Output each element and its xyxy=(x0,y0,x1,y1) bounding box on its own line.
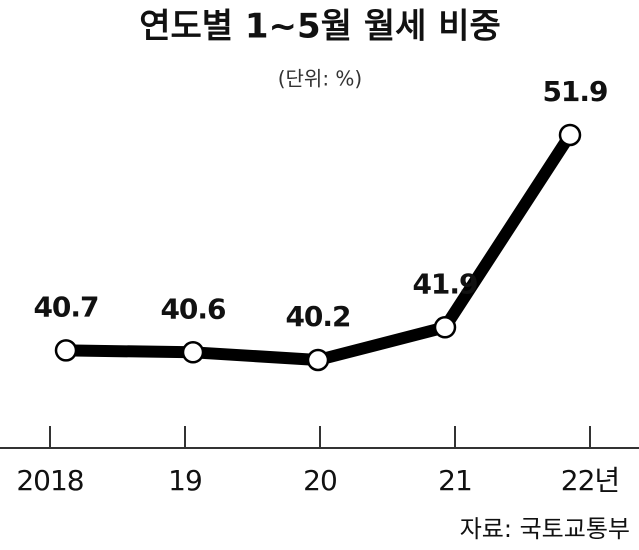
point xyxy=(54,339,78,362)
data-label: 41.9 xyxy=(412,267,477,300)
data-label: 40.2 xyxy=(285,300,350,333)
data-label: 40.7 xyxy=(33,290,98,323)
chart-subtitle: (단위: %) xyxy=(278,67,363,91)
x-tick-label: 22년 xyxy=(561,464,619,497)
chart-title: 연도별 1~5월 월세 비중 xyxy=(139,7,501,47)
source: 자료: 국토교통부 xyxy=(460,515,630,543)
x-tick-label: 20 xyxy=(303,464,337,497)
point xyxy=(433,316,457,339)
x-tick-label: 19 xyxy=(168,464,202,497)
point xyxy=(558,123,582,147)
x-tick-label: 2018 xyxy=(16,464,83,497)
data-label: 51.9 xyxy=(542,75,607,108)
x-tick-label: 21 xyxy=(438,464,472,497)
data-label: 40.6 xyxy=(160,292,225,325)
point xyxy=(181,341,205,364)
point xyxy=(306,348,330,372)
